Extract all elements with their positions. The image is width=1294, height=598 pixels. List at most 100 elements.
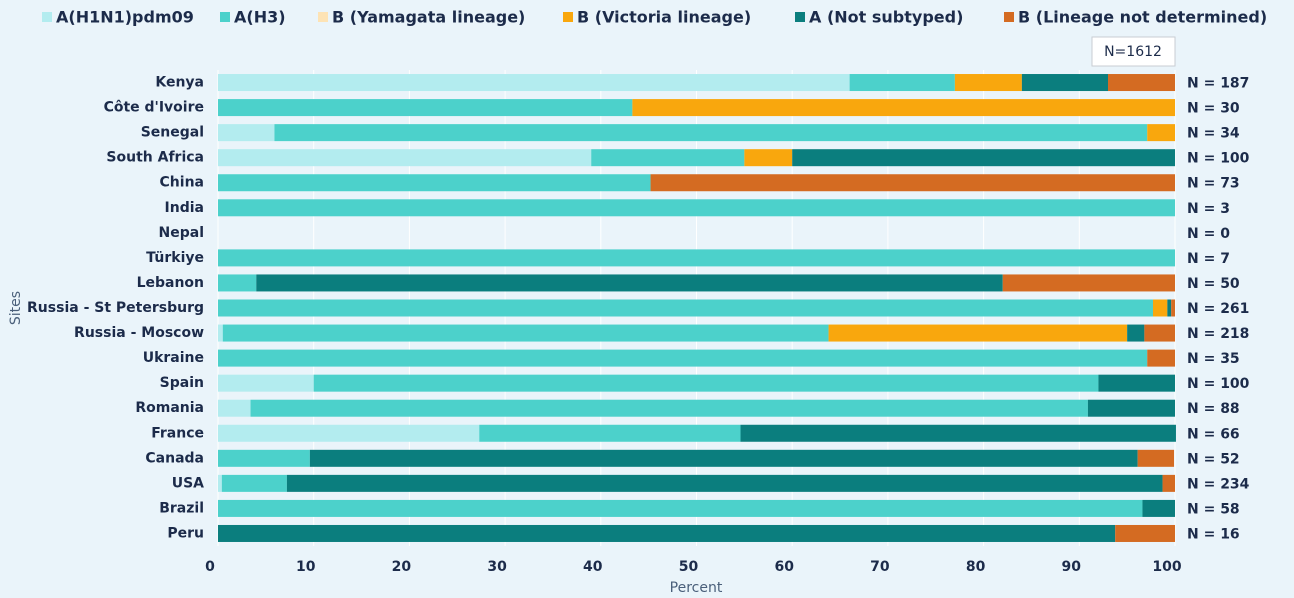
n-label: N = 16 bbox=[1187, 526, 1240, 542]
y-tick-label: Senegal bbox=[141, 125, 204, 141]
x-tick-label: 50 bbox=[679, 559, 699, 575]
bar-segment bbox=[1152, 299, 1168, 317]
y-tick-label: Peru bbox=[167, 525, 204, 541]
bar-segment bbox=[218, 499, 1143, 517]
bar-segment bbox=[218, 524, 1116, 542]
bar-segment bbox=[309, 449, 1138, 467]
bar-segment bbox=[1147, 124, 1175, 142]
x-tick-label: 20 bbox=[392, 559, 412, 575]
bar-segment bbox=[849, 74, 955, 92]
bar-segment bbox=[479, 424, 741, 442]
n-label: N = 35 bbox=[1187, 351, 1240, 367]
bar-segment bbox=[1127, 324, 1145, 342]
bar-segment bbox=[740, 424, 1176, 442]
annotation: N=1612 bbox=[1104, 44, 1162, 60]
bar-segment bbox=[250, 399, 1088, 417]
n-label: N = 30 bbox=[1187, 101, 1240, 117]
annotation-box bbox=[1091, 36, 1176, 67]
bar-segment bbox=[591, 149, 745, 167]
y-tick-label: Lebanon bbox=[137, 275, 204, 291]
y-tick-label: Russia - St Petersburg bbox=[27, 300, 204, 316]
y-tick-label: India bbox=[165, 200, 204, 216]
bar-segment bbox=[218, 374, 314, 392]
bar-segment bbox=[218, 324, 223, 342]
bar-segment bbox=[954, 74, 1022, 92]
bar-segment bbox=[218, 274, 257, 292]
y-axis-title: Sites bbox=[8, 291, 24, 325]
bar-segment bbox=[1147, 349, 1175, 367]
bar-segment bbox=[1137, 449, 1175, 467]
x-tick-label: 40 bbox=[583, 559, 603, 575]
bar-segment bbox=[218, 174, 651, 192]
y-tick-label: Nepal bbox=[159, 225, 204, 241]
n-label: N = 218 bbox=[1187, 326, 1249, 342]
bar-segment bbox=[1144, 324, 1175, 342]
n-label: N = 0 bbox=[1187, 226, 1230, 242]
bar-segment bbox=[218, 124, 275, 142]
n-label: N = 261 bbox=[1187, 301, 1249, 317]
legend-label: A(H3) bbox=[234, 8, 286, 27]
y-tick-label: Canada bbox=[145, 450, 204, 466]
n-label: N = 34 bbox=[1187, 126, 1240, 142]
bar-segment bbox=[218, 149, 592, 167]
bar-segment bbox=[218, 74, 850, 92]
legend-label: A (Not subtyped) bbox=[809, 8, 963, 27]
legend-swatch bbox=[42, 12, 52, 22]
bar-segment bbox=[1021, 74, 1109, 92]
y-tick-label: Spain bbox=[160, 375, 204, 391]
n-label: N = 73 bbox=[1187, 176, 1240, 192]
legend-label: B (Victoria lineage) bbox=[577, 8, 751, 27]
bar-segment bbox=[1162, 474, 1175, 492]
bar-segment bbox=[218, 399, 251, 417]
bar-segment bbox=[744, 149, 793, 167]
y-tick-label: France bbox=[151, 425, 204, 441]
legend-label: A(H1N1)pdm09 bbox=[56, 8, 194, 27]
x-tick-label: 60 bbox=[774, 559, 794, 575]
bar-segment bbox=[218, 99, 633, 117]
y-tick-label: Kenya bbox=[155, 75, 204, 91]
bar-segment bbox=[1002, 274, 1175, 292]
x-tick-label: 100 bbox=[1152, 559, 1181, 575]
x-tick-label: 0 bbox=[205, 559, 215, 575]
bar-segment bbox=[792, 149, 1175, 167]
n-label: N = 66 bbox=[1187, 426, 1240, 442]
bar-segment bbox=[218, 199, 1175, 217]
x-tick-label: 10 bbox=[296, 559, 316, 575]
bar-segment bbox=[218, 424, 480, 442]
bar-segment bbox=[256, 274, 1003, 292]
y-tick-label: Ukraine bbox=[143, 350, 204, 366]
legend-swatch bbox=[318, 12, 328, 22]
bar-segment bbox=[1142, 499, 1175, 517]
x-tick-label: 70 bbox=[870, 559, 890, 575]
y-tick-label: Côte d'Ivoire bbox=[104, 100, 204, 116]
n-label: N = 88 bbox=[1187, 401, 1240, 417]
n-label: N = 100 bbox=[1187, 376, 1250, 392]
n-label: N = 234 bbox=[1187, 476, 1250, 492]
bar-segment bbox=[222, 324, 829, 342]
n-label: N = 100 bbox=[1187, 151, 1250, 167]
n-label: N = 7 bbox=[1187, 251, 1230, 267]
bar-segment bbox=[1098, 374, 1175, 392]
n-label: N = 50 bbox=[1187, 276, 1240, 292]
bar-segment bbox=[218, 449, 310, 467]
n-label: N = 58 bbox=[1187, 501, 1240, 517]
bar-segment bbox=[286, 474, 1163, 492]
bar-segment bbox=[218, 249, 1175, 267]
n-label: N = 3 bbox=[1187, 201, 1230, 217]
bar-segment bbox=[1108, 74, 1175, 92]
bar-segment bbox=[828, 324, 1128, 342]
bar-segment bbox=[650, 174, 1175, 192]
bar-segment bbox=[1171, 299, 1175, 317]
bar-segment bbox=[218, 474, 222, 492]
y-tick-label: USA bbox=[172, 475, 204, 491]
bar-segment bbox=[313, 374, 1099, 392]
bar-segment bbox=[218, 349, 1148, 367]
bar-segment bbox=[218, 299, 1153, 317]
legend-label: B (Yamagata lineage) bbox=[332, 8, 525, 27]
n-label: N = 187 bbox=[1187, 76, 1249, 92]
x-tick-label: 90 bbox=[1062, 559, 1082, 575]
bar-segment bbox=[632, 99, 1175, 117]
n-label: N = 52 bbox=[1187, 451, 1240, 467]
bar-segment bbox=[1115, 524, 1175, 542]
